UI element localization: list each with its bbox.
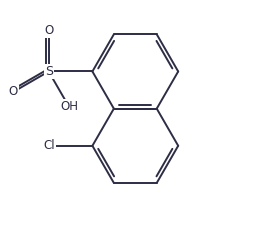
Text: O: O [44, 24, 53, 37]
Text: S: S [44, 65, 52, 78]
Text: Cl: Cl [43, 139, 55, 152]
Text: OH: OH [60, 100, 78, 113]
Text: O: O [9, 85, 18, 98]
